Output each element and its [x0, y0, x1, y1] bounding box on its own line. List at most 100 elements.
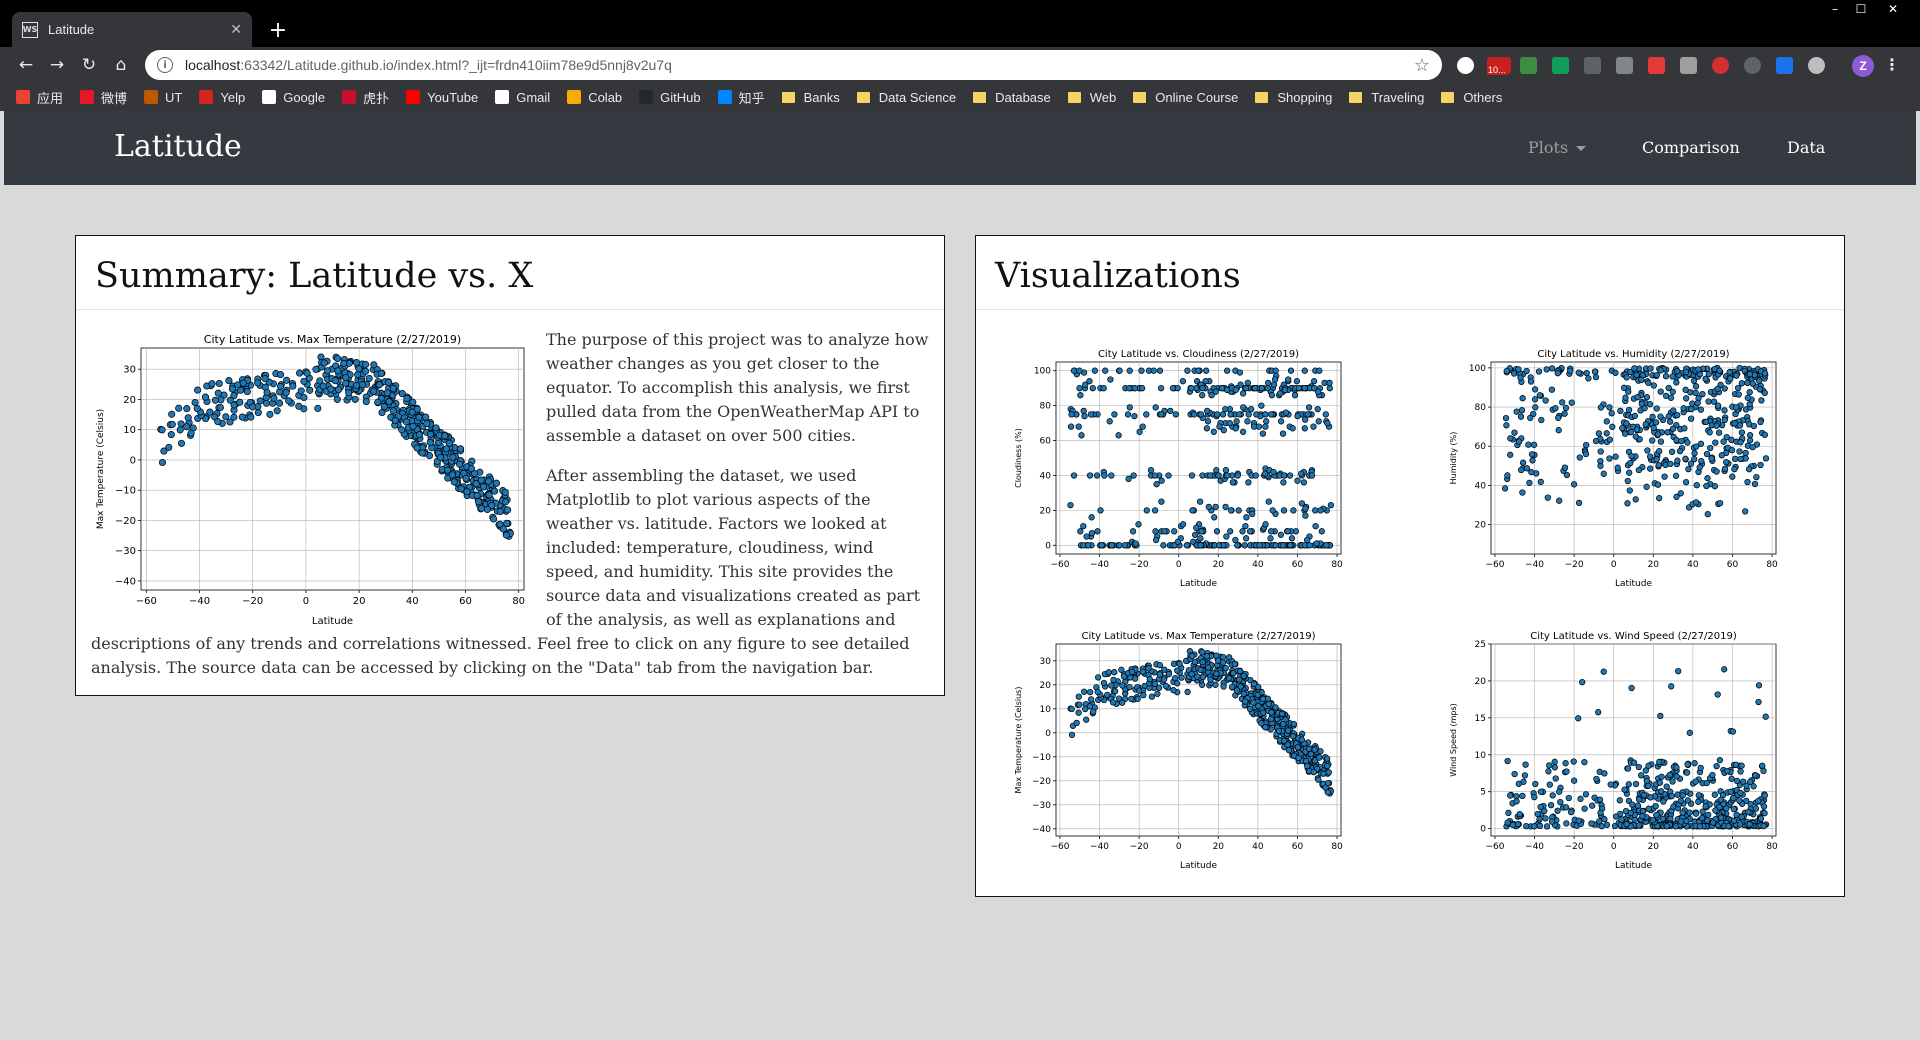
- scatter-point: [1693, 482, 1700, 489]
- summary-temperature-chart[interactable]: City Latitude vs. Max Temperature (2/27/…: [91, 328, 546, 628]
- extension-red-icon[interactable]: [1648, 57, 1665, 74]
- site-brand[interactable]: Latitude: [114, 129, 242, 164]
- scatter-point: [1546, 762, 1553, 769]
- extension-chrome-icon[interactable]: [1520, 57, 1537, 74]
- home-icon[interactable]: ⌂: [115, 55, 127, 75]
- forward-arrow-icon[interactable]: →: [49, 55, 65, 75]
- scatter-point: [1231, 661, 1238, 668]
- bookmark-label: Colab: [588, 89, 623, 105]
- site-info-icon[interactable]: i: [157, 57, 173, 73]
- scatter-point: [1623, 420, 1630, 427]
- scatter-point: [1259, 430, 1267, 437]
- extension-headphones-icon[interactable]: [1744, 57, 1761, 74]
- scatter-point: [1226, 654, 1233, 661]
- x-tick-label: −40: [1090, 560, 1109, 570]
- scatter-point: [226, 396, 234, 404]
- nav-comparison[interactable]: Comparison: [1642, 138, 1740, 157]
- scatter-point: [1260, 709, 1267, 716]
- cloudiness-chart[interactable]: City Latitude vs. Cloudiness (2/27/2019)…: [1011, 344, 1361, 590]
- new-tab-button[interactable]: +: [268, 17, 288, 43]
- address-bar[interactable]: i localhost :63342/Latitude.github.io/in…: [145, 50, 1442, 80]
- summary-temperature-figure[interactable]: City Latitude vs. Max Temperature (2/27/…: [91, 328, 546, 628]
- max-temperature-figure[interactable]: City Latitude vs. Max Temperature (2/27/…: [1011, 626, 1361, 876]
- scatter-point: [335, 386, 343, 394]
- scatter-point: [1153, 481, 1160, 488]
- cloudiness-figure[interactable]: City Latitude vs. Cloudiness (2/27/2019)…: [1011, 344, 1361, 594]
- bookmark-star-icon[interactable]: ☆: [1413, 54, 1430, 76]
- bookmark-data-science[interactable]: Data Science: [856, 90, 956, 105]
- scatter-point: [1120, 673, 1128, 680]
- humidity-figure[interactable]: City Latitude vs. Humidity (2/27/2019) −6…: [1446, 344, 1796, 594]
- bookmark-shopping[interactable]: Shopping: [1255, 90, 1332, 105]
- extension-shield-icon[interactable]: [1584, 57, 1601, 74]
- bookmark-github[interactable]: GitHub: [639, 90, 701, 105]
- bookmark-web[interactable]: Web: [1067, 90, 1116, 105]
- scatter-point: [1635, 796, 1643, 803]
- scatter-point: [1563, 471, 1571, 479]
- scatter-point: [1690, 377, 1698, 384]
- bookmark-youtube[interactable]: YouTube: [406, 90, 478, 105]
- nav-data[interactable]: Data: [1787, 138, 1826, 157]
- reload-icon[interactable]: ↻: [81, 55, 97, 75]
- bookmark-google[interactable]: Google: [262, 90, 325, 105]
- back-arrow-icon[interactable]: ←: [18, 55, 34, 75]
- bookmark-online-course[interactable]: Online Course: [1133, 90, 1238, 105]
- scatter-point: [1714, 385, 1721, 393]
- extension-grey-icon[interactable]: [1680, 57, 1697, 74]
- bookmark-ut[interactable]: UT: [144, 90, 182, 105]
- gmail-notifier-icon[interactable]: 10...: [1487, 57, 1511, 75]
- scatter-point: [1287, 367, 1295, 374]
- minimize-icon[interactable]: –: [1832, 2, 1838, 16]
- scatter-point: [365, 374, 373, 382]
- bookmark-gmail[interactable]: Gmail: [495, 90, 550, 105]
- scatter-point: [1083, 716, 1090, 723]
- tab-close-icon[interactable]: ✕: [230, 21, 242, 38]
- max-temperature-chart[interactable]: City Latitude vs. Max Temperature (2/27/…: [1011, 626, 1361, 872]
- scatter-point: [1556, 497, 1563, 504]
- bookmark-应用[interactable]: 应用: [16, 88, 63, 107]
- bookmark-traveling[interactable]: Traveling: [1349, 90, 1424, 105]
- maximize-icon[interactable]: ☐: [1855, 2, 1867, 16]
- visualizations-card: Visualizations City Latitude vs. Cloudin…: [975, 235, 1845, 897]
- extension-x-icon[interactable]: [1776, 57, 1793, 74]
- scatter-point: [1710, 398, 1718, 405]
- humidity-chart[interactable]: City Latitude vs. Humidity (2/27/2019) −6…: [1446, 344, 1796, 590]
- bookmark-colab[interactable]: Colab: [567, 90, 622, 105]
- browser-menu-icon[interactable]: ⋮: [1884, 55, 1900, 74]
- scatter-point: [306, 386, 314, 394]
- scatter-point: [426, 430, 435, 438]
- scatter-point: [1102, 367, 1109, 374]
- extension-yab-icon[interactable]: [1712, 57, 1729, 74]
- extension-oo-icon[interactable]: [1616, 57, 1633, 74]
- scatter-point: [1750, 422, 1758, 430]
- scatter-point: [1523, 822, 1530, 830]
- profile-avatar[interactable]: Z: [1852, 55, 1874, 77]
- bookmark-banks[interactable]: Banks: [781, 89, 840, 105]
- bookmark-yelp[interactable]: Yelp: [199, 90, 245, 105]
- scatter-point: [1118, 666, 1125, 673]
- bookmark-虎扑[interactable]: 虎扑: [342, 88, 389, 107]
- browser-tab[interactable]: WS Latitude ✕: [12, 12, 252, 47]
- bookmark-others[interactable]: Others: [1441, 90, 1502, 105]
- wind-speed-chart[interactable]: City Latitude vs. Wind Speed (2/27/2019)…: [1446, 626, 1796, 872]
- close-window-icon[interactable]: ✕: [1887, 2, 1899, 16]
- bookmark-database[interactable]: Database: [973, 90, 1051, 105]
- scatter-point: [1215, 542, 1223, 549]
- bookmark-知乎[interactable]: 知乎: [717, 88, 765, 107]
- folder-icon: [1441, 91, 1455, 103]
- extension-t-icon[interactable]: [1552, 57, 1569, 74]
- bookmark-label: Banks: [803, 89, 840, 105]
- y-tick-label: 0: [130, 455, 136, 466]
- scatter-point: [1176, 660, 1183, 668]
- nav-plots-dropdown[interactable]: Plots: [1528, 138, 1587, 157]
- scatter-point: [1110, 676, 1117, 684]
- scatter-point: [1100, 385, 1107, 392]
- extension-globe-icon[interactable]: [1808, 57, 1825, 74]
- x-tick-label: 0: [1176, 560, 1182, 570]
- scatter-point: [370, 387, 378, 395]
- scatter-point: [409, 398, 417, 406]
- extension-circle-icon[interactable]: [1457, 57, 1474, 74]
- bookmark-微博[interactable]: 微博: [80, 88, 127, 107]
- scatter-point: [1631, 412, 1639, 420]
- wind-speed-figure[interactable]: City Latitude vs. Wind Speed (2/27/2019)…: [1446, 626, 1796, 876]
